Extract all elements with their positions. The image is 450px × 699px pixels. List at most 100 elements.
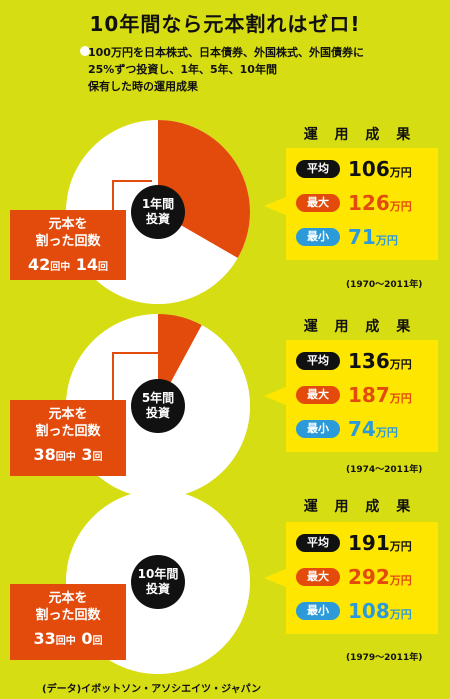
loss-label: 元本を xyxy=(48,217,88,232)
result-row-avg: 平均 106万円 xyxy=(296,156,436,181)
result-row-max: 最大 126万円 xyxy=(296,190,436,215)
badge-min: 最小 xyxy=(296,420,340,438)
value-unit: 万円 xyxy=(389,358,412,371)
result-box: 平均 191万円 最大 292万円 最小 108万円 xyxy=(286,522,438,634)
chart-section-5y: 5年間 投資 元本を 割った回数 38回中 3回 運 用 成 果 平均 136万… xyxy=(0,312,450,502)
result-heading: 運 用 成 果 xyxy=(303,127,417,143)
period-label: (1970〜2011年) xyxy=(346,280,423,290)
pie-center-label: 5年間 投資 xyxy=(131,379,185,433)
loss-number: 3 xyxy=(81,445,93,464)
result-box: 平均 106万円 最大 126万円 最小 71万円 xyxy=(286,148,438,260)
loss-label: 元本を xyxy=(48,591,88,606)
chart-section-1y: 1年間 投資 元本を 割った回数 42回中 14回 運 用 成 果 平均 106… xyxy=(0,118,450,308)
connector-line xyxy=(112,352,170,354)
total-prefix: 回中 xyxy=(55,636,76,647)
result-row-avg: 平均 136万円 xyxy=(296,348,436,373)
result-row-min: 最小 108万円 xyxy=(296,598,436,623)
badge-avg: 平均 xyxy=(296,352,340,370)
value-number: 191 xyxy=(348,531,390,555)
period-label: (1979〜2011年) xyxy=(346,653,423,663)
period-label: (1974〜2011年) xyxy=(346,465,423,475)
bullet-icon xyxy=(80,46,90,56)
value-unit: 万円 xyxy=(389,540,412,553)
result-box: 平均 136万円 最大 187万円 最小 74万円 xyxy=(286,340,438,452)
value-unit: 万円 xyxy=(375,234,398,247)
value-number: 136 xyxy=(348,349,390,373)
badge-min: 最小 xyxy=(296,228,340,246)
result-pointer xyxy=(264,568,288,588)
value-avg: 106万円 xyxy=(348,156,412,186)
loss-label: 割った回数 xyxy=(35,424,101,439)
value-min: 71万円 xyxy=(348,224,398,254)
count-suffix: 回 xyxy=(92,452,103,463)
value-number: 187 xyxy=(348,383,390,407)
badge-max: 最大 xyxy=(296,386,340,404)
total-prefix: 回中 xyxy=(55,452,76,463)
loss-count: 33回中 0回 xyxy=(10,630,126,651)
value-unit: 万円 xyxy=(389,166,412,179)
value-number: 126 xyxy=(348,191,390,215)
chart-section-10y: 10年間 投資 元本を 割った回数 33回中 0回 運 用 成 果 平均 191… xyxy=(0,488,450,678)
badge-min: 最小 xyxy=(296,602,340,620)
total-count: 33 xyxy=(33,629,56,648)
result-row-min: 最小 71万円 xyxy=(296,224,436,249)
value-max: 292万円 xyxy=(348,564,412,594)
value-avg: 191万円 xyxy=(348,530,412,560)
value-avg: 136万円 xyxy=(348,348,412,378)
value-unit: 万円 xyxy=(375,426,398,439)
loss-count-box: 元本を 割った回数 38回中 3回 xyxy=(10,400,126,476)
pie-center-label: 1年間 投資 xyxy=(131,185,185,239)
count-suffix: 回 xyxy=(98,262,109,273)
loss-label: 割った回数 xyxy=(35,234,101,249)
connector-line xyxy=(112,352,114,402)
center-label-line: 10年間 xyxy=(137,567,179,581)
data-source: (データ)イボットソン・アソシエイツ・ジャパン xyxy=(42,684,262,695)
lead-line: 25%ずつ投資し、1年、5年、10年間 xyxy=(88,63,277,76)
result-heading: 運 用 成 果 xyxy=(303,499,417,515)
value-number: 292 xyxy=(348,565,390,589)
value-unit: 万円 xyxy=(389,608,412,621)
center-label-line: 1年間 xyxy=(141,197,175,211)
value-max: 187万円 xyxy=(348,382,412,412)
loss-number: 0 xyxy=(81,629,93,648)
total-prefix: 回中 xyxy=(50,262,71,273)
count-suffix: 回 xyxy=(92,636,103,647)
badge-max: 最大 xyxy=(296,194,340,212)
result-row-min: 最小 74万円 xyxy=(296,416,436,441)
loss-count: 42回中 14回 xyxy=(10,256,126,277)
lead-text: 100万円を日本株式、日本債券、外国株式、外国債券に 25%ずつ投資し、1年、5… xyxy=(88,44,438,95)
connector-line xyxy=(112,180,152,182)
value-number: 106 xyxy=(348,157,390,181)
value-unit: 万円 xyxy=(389,200,412,213)
connector-line xyxy=(112,180,114,212)
badge-max: 最大 xyxy=(296,568,340,586)
result-pointer xyxy=(264,386,288,406)
center-label-line: 投資 xyxy=(145,212,170,226)
badge-avg: 平均 xyxy=(296,534,340,552)
result-heading: 運 用 成 果 xyxy=(303,319,417,335)
total-count: 38 xyxy=(33,445,56,464)
center-label-line: 投資 xyxy=(145,406,170,420)
center-label-line: 投資 xyxy=(145,582,170,596)
page-title: 10年間なら元本割れはゼロ! xyxy=(89,12,361,36)
total-count: 42 xyxy=(27,255,51,274)
value-number: 108 xyxy=(348,599,390,623)
value-unit: 万円 xyxy=(389,574,412,587)
value-min: 74万円 xyxy=(348,416,398,446)
loss-count-box: 元本を 割った回数 33回中 0回 xyxy=(10,584,126,660)
result-row-max: 最大 187万円 xyxy=(296,382,436,407)
result-row-max: 最大 292万円 xyxy=(296,564,436,589)
value-number: 71 xyxy=(348,225,376,249)
lead-line: 保有した時の運用成果 xyxy=(88,80,198,93)
loss-count: 38回中 3回 xyxy=(10,446,126,467)
value-max: 126万円 xyxy=(348,190,412,220)
value-number: 74 xyxy=(348,417,376,441)
loss-number: 14 xyxy=(75,255,99,274)
center-label-line: 5年間 xyxy=(141,391,175,405)
loss-label: 割った回数 xyxy=(35,608,101,623)
lead-line: 100万円を日本株式、日本債券、外国株式、外国債券に xyxy=(88,46,364,59)
value-min: 108万円 xyxy=(348,598,412,628)
result-row-avg: 平均 191万円 xyxy=(296,530,436,555)
pie-center-label: 10年間 投資 xyxy=(131,555,185,609)
value-unit: 万円 xyxy=(389,392,412,405)
